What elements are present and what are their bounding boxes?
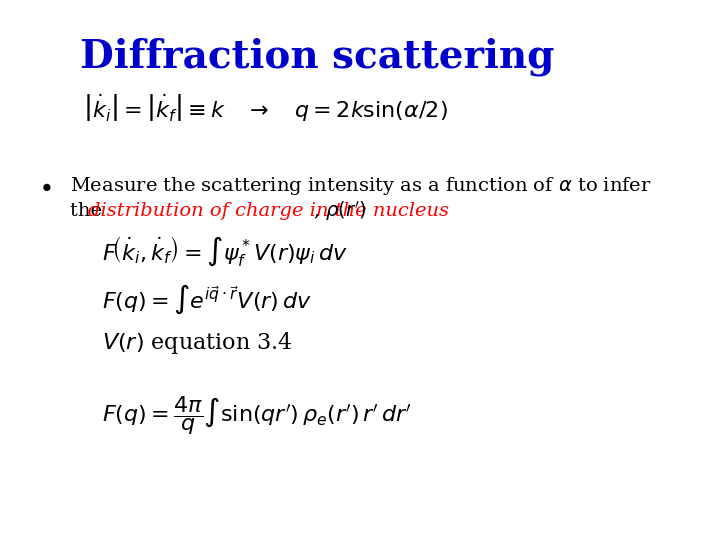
Text: $\left|\dot{k}_i\right| = \left|\dot{k}_f\right| \equiv k \quad \rightarrow \qua: $\left|\dot{k}_i\right| = \left|\dot{k}_… — [83, 92, 447, 124]
Text: $V(r)$ equation 3.4: $V(r)$ equation 3.4 — [102, 330, 292, 356]
Text: distribution of charge in the nucleus: distribution of charge in the nucleus — [88, 201, 449, 220]
Text: the: the — [70, 201, 108, 220]
Text: $F(q) = \int e^{i\vec{q}\cdot\vec{r}} V(r) \, dv$: $F(q) = \int e^{i\vec{q}\cdot\vec{r}} V(… — [102, 283, 311, 316]
Text: $\bullet$: $\bullet$ — [38, 174, 52, 198]
Text: Diffraction scattering: Diffraction scattering — [80, 38, 554, 76]
Text: $F(q) = \dfrac{4\pi}{q} \int \sin(qr')\, \rho_e(r')\, r' \, dr'$: $F(q) = \dfrac{4\pi}{q} \int \sin(qr')\,… — [102, 394, 411, 437]
Text: , $\rho(r')$: , $\rho(r')$ — [313, 199, 366, 222]
Text: $F\!\left(\dot{k}_i, \dot{k}_f\right) = \int \psi_f^* V(r) \psi_i \, dv$: $F\!\left(\dot{k}_i, \dot{k}_f\right) = … — [102, 234, 347, 268]
Text: Measure the scattering intensity as a function of $\alpha$ to infer: Measure the scattering intensity as a fu… — [70, 176, 652, 197]
